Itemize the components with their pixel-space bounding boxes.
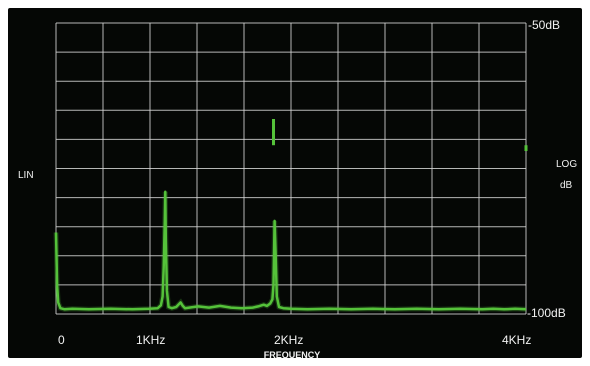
y-axis-bottom-label: -100dB <box>527 306 566 320</box>
x-axis-label: FREQUENCY <box>264 350 321 358</box>
y-axis-right-label-log: LOG <box>556 159 577 170</box>
y-axis-right-label-db: dB <box>560 180 573 191</box>
x-tick-label-1khz: 1KHz <box>136 333 165 347</box>
chart-grid <box>55 22 527 315</box>
chart-plot-area <box>53 119 528 312</box>
spectrum-trace <box>54 190 527 311</box>
x-tick-label-4khz: 4KHz <box>502 333 531 347</box>
x-tick-label-0: 0 <box>58 333 65 347</box>
oscilloscope-screen: LIN LOG dB -50dB -100dB 0 1KHz 2KHz 4KHz… <box>8 8 582 358</box>
spectrum-chart: LIN LOG dB -50dB -100dB 0 1KHz 2KHz 4KHz… <box>18 18 577 358</box>
y-axis-top-label: -50dB <box>528 18 560 32</box>
y-axis-left-label: LIN <box>18 170 34 181</box>
x-tick-label-2khz: 2KHz <box>274 333 303 347</box>
